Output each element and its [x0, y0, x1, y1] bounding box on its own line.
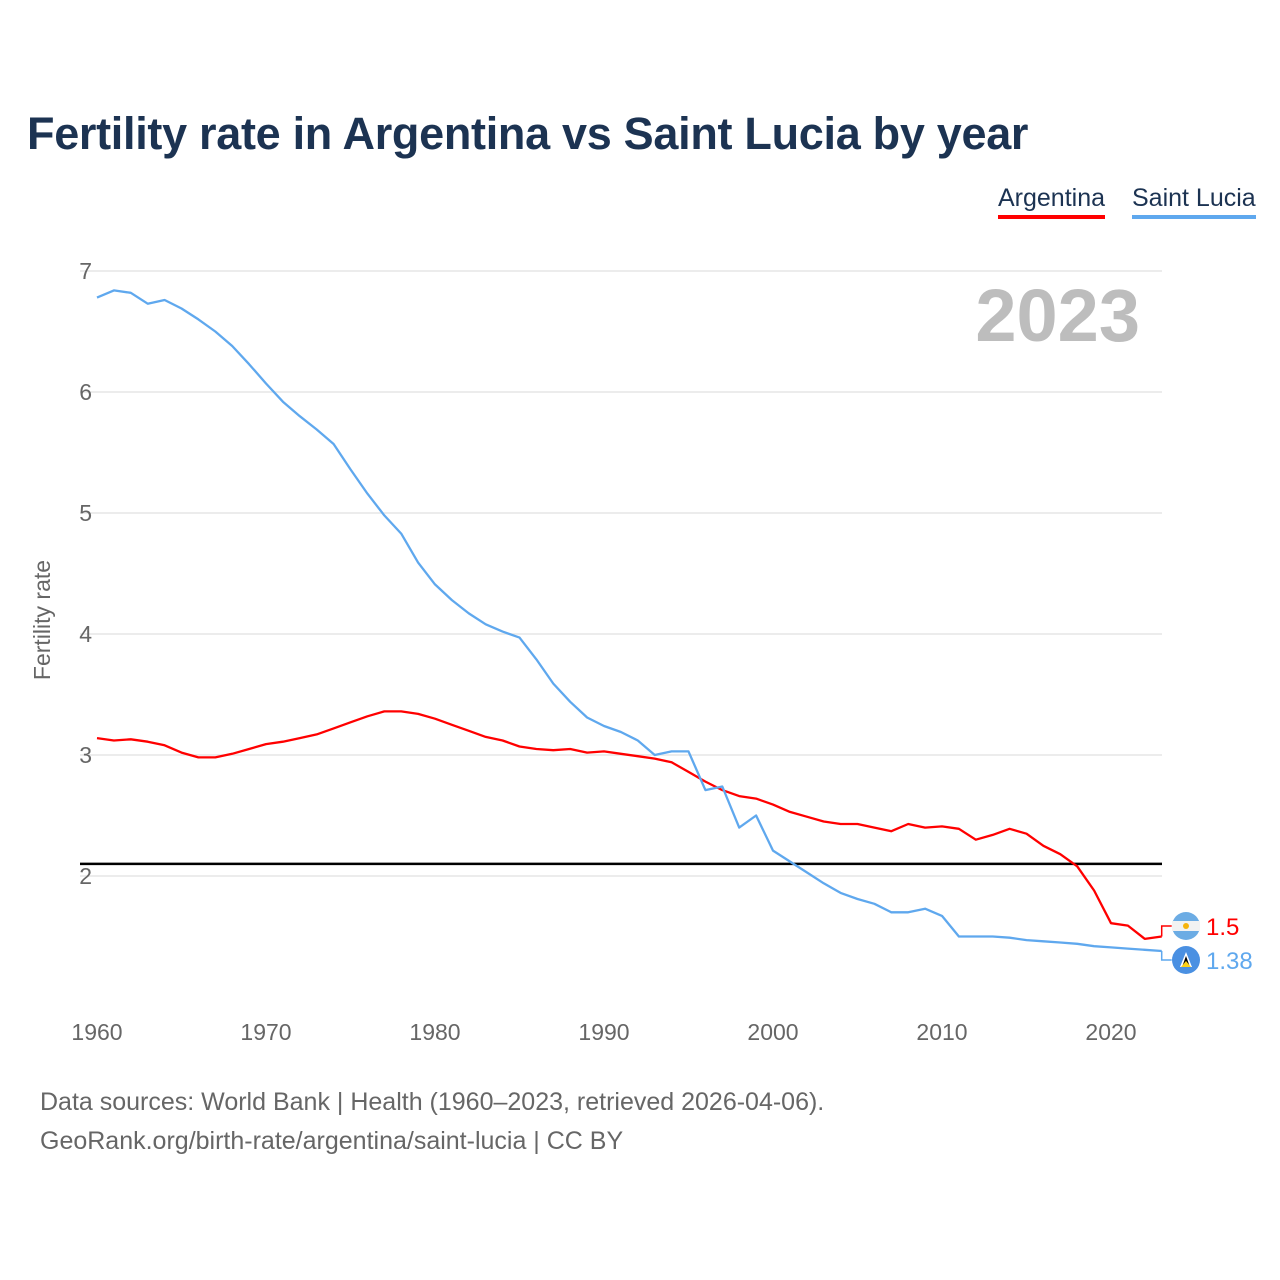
y-tick-label: 5: [79, 500, 92, 526]
y-tick-label: 7: [79, 258, 92, 284]
year-label: 2023: [975, 274, 1140, 357]
x-tick-label: 1970: [240, 1019, 291, 1045]
y-axis-label: Fertility rate: [29, 560, 55, 680]
y-tick-label: 4: [79, 621, 92, 647]
credit-link[interactable]: GeoRank.org/birth-rate/argentina/saint-l…: [40, 1127, 624, 1155]
legend-argentina[interactable]: Argentina: [998, 184, 1106, 219]
saint-lucia-flag-icon: [1172, 946, 1200, 974]
legend-saint-lucia[interactable]: Saint Lucia: [1132, 184, 1256, 219]
y-tick-label: 3: [79, 742, 92, 768]
end-connector: [1160, 925, 1172, 937]
end-value-label: 1.38: [1206, 948, 1253, 975]
y-tick-label: 6: [79, 379, 92, 405]
x-tick-label: 2020: [1085, 1019, 1136, 1045]
chart-title: Fertility rate in Argentina vs Saint Luc…: [27, 108, 1029, 159]
y-tick-label: 2: [79, 863, 92, 889]
argentina-flag-icon: [1172, 912, 1200, 940]
end-value-label: 1.5: [1206, 914, 1239, 941]
series-line-saint-lucia[interactable]: [96, 289, 1162, 953]
flag-sun: [1183, 923, 1189, 929]
x-tick-label: 2000: [747, 1019, 798, 1045]
flag-triangle-gold: [1181, 961, 1191, 967]
x-tick-label: 2010: [916, 1019, 967, 1045]
data-source-note: Data sources: World Bank | Health (1960–…: [40, 1088, 825, 1116]
x-tick-label: 1980: [409, 1019, 460, 1045]
end-connector: [1160, 951, 1172, 961]
x-tick-label: 1990: [578, 1019, 629, 1045]
series-line-argentina[interactable]: [96, 710, 1162, 941]
x-tick-label: 1960: [71, 1019, 122, 1045]
